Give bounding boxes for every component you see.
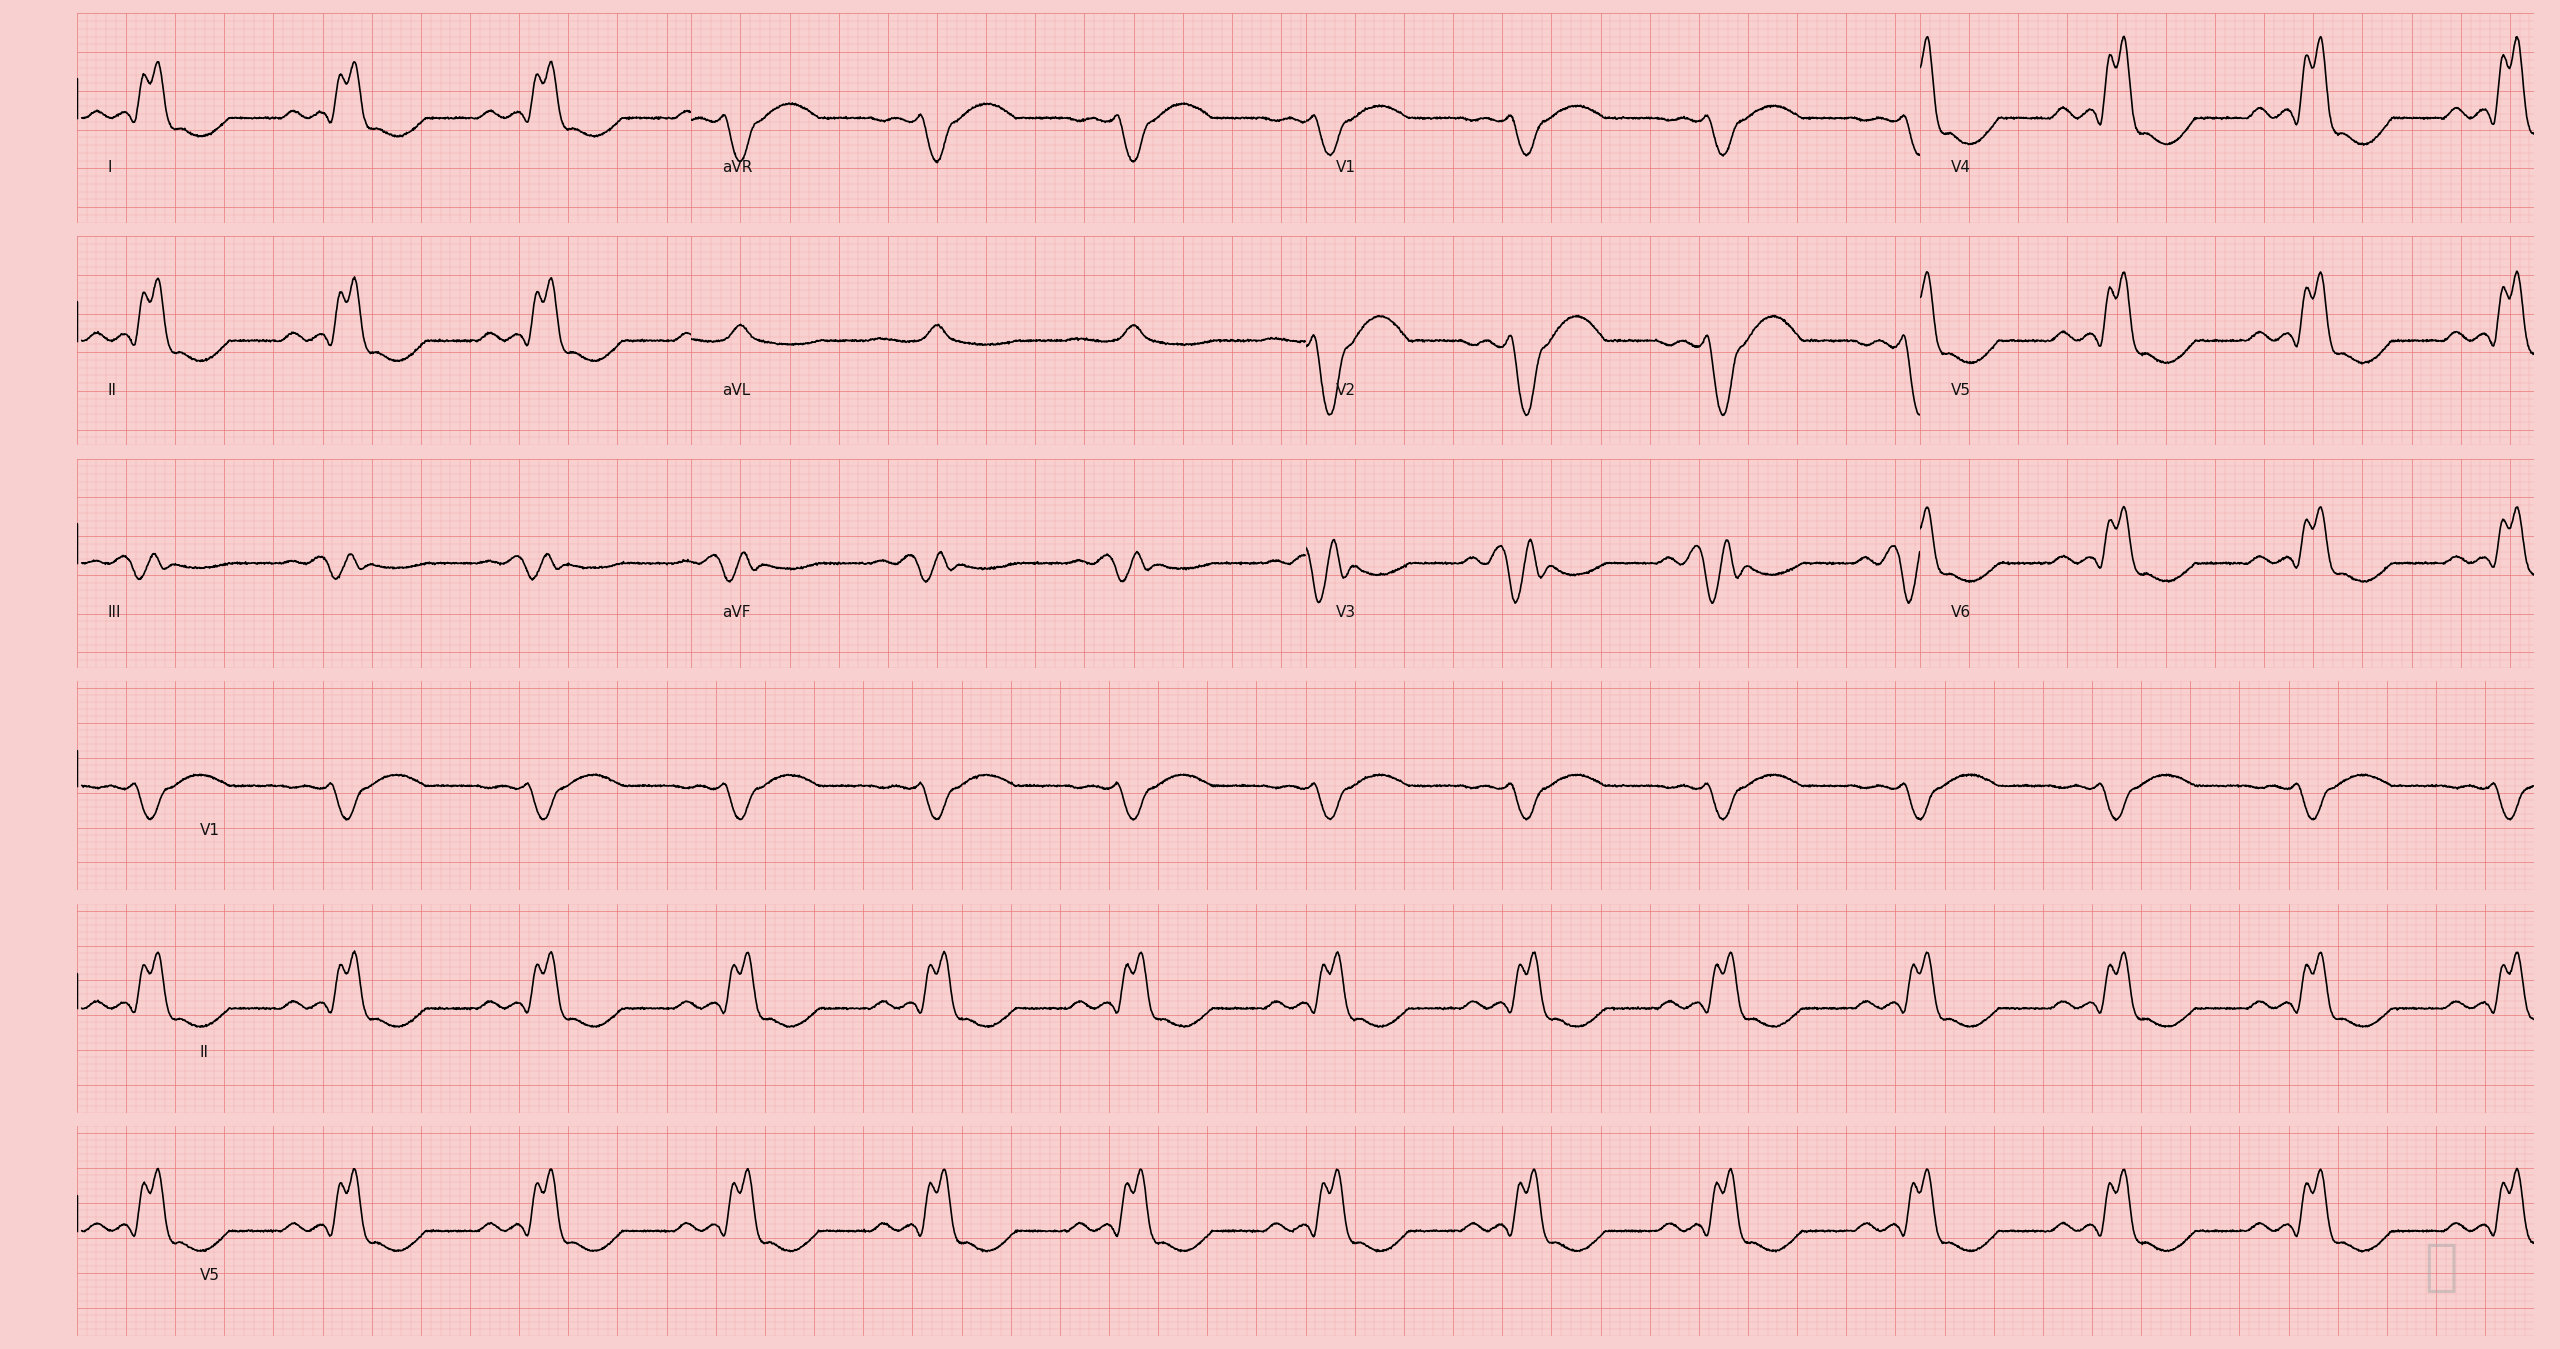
Text: I: I: [108, 161, 113, 175]
Text: V6: V6: [1951, 606, 1971, 621]
Text: V4: V4: [1951, 161, 1971, 175]
Text: V2: V2: [1336, 383, 1357, 398]
Text: V3: V3: [1336, 606, 1357, 621]
Text: V1: V1: [1336, 161, 1357, 175]
Text: V5: V5: [200, 1268, 220, 1283]
Text: aVF: aVF: [722, 606, 750, 621]
Text: aVR: aVR: [722, 161, 753, 175]
Text: V1: V1: [200, 823, 220, 838]
Text: III: III: [108, 606, 120, 621]
Text: aVL: aVL: [722, 383, 750, 398]
Text: II: II: [108, 383, 118, 398]
Text: V5: V5: [1951, 383, 1971, 398]
Text: II: II: [200, 1045, 210, 1060]
Text: 🐂: 🐂: [2424, 1241, 2458, 1295]
